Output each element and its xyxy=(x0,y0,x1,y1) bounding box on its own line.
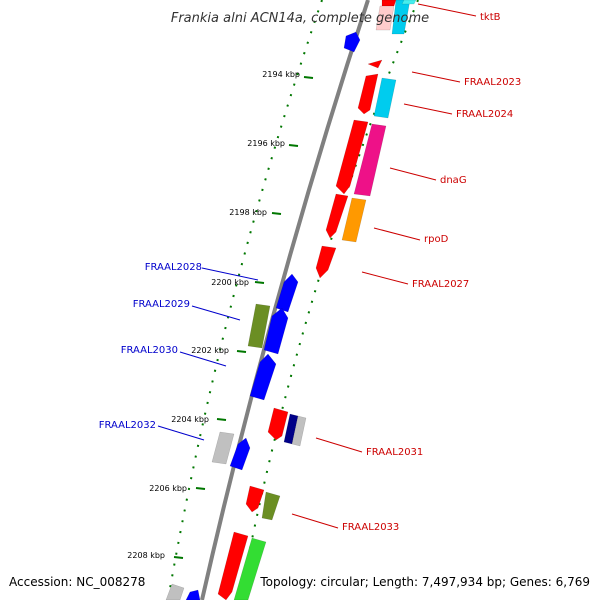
gene-FRAAL2032-blue xyxy=(229,437,251,471)
tick-label-2194: 2194 kbp xyxy=(262,70,300,79)
leader-FRAAL2033 xyxy=(291,513,339,529)
label-FRAAL2032: FRAAL2032 xyxy=(99,420,156,431)
gene-FRAAL2024 xyxy=(373,77,397,119)
gene-bottom-blue xyxy=(185,589,201,600)
tick-2204 xyxy=(216,418,227,421)
leader-FRAAL2032 xyxy=(157,425,205,441)
label-FRAAL2033: FRAAL2033 xyxy=(342,522,399,533)
leader-FRAAL2030 xyxy=(179,351,227,367)
gene-dnaG-magenta xyxy=(353,123,387,197)
leader-FRAAL2028 xyxy=(201,267,259,281)
tick-2198 xyxy=(271,212,282,215)
gene-FRAAL2031-red xyxy=(267,407,289,441)
gene-top-turquoise xyxy=(401,0,417,5)
gene-bottom-red xyxy=(217,531,249,600)
gene-small-red-arrow xyxy=(367,59,383,69)
leader-FRAAL2031 xyxy=(315,437,363,453)
gene-dnaG-red xyxy=(335,119,369,195)
gene-FRAAL2023 xyxy=(357,73,379,115)
backbone-ring xyxy=(200,0,370,600)
label-FRAAL2024: FRAAL2024 xyxy=(456,109,513,120)
tick-2208 xyxy=(173,556,184,559)
forward-leaders xyxy=(291,3,477,529)
tick-2196 xyxy=(288,144,299,147)
leader-tktB xyxy=(417,3,477,17)
label-dnaG: dnaG xyxy=(440,175,467,186)
gene-FRAAL2033-red xyxy=(245,485,265,513)
gene-FRAAL2027 xyxy=(315,245,337,279)
outer-dotted-ring xyxy=(239,0,419,600)
gene-FRAAL2031-gray xyxy=(291,415,307,447)
label-FRAAL2030: FRAAL2030 xyxy=(121,345,178,356)
leader-FRAAL2027 xyxy=(361,271,409,285)
tick-label-2206: 2206 kbp xyxy=(149,484,187,493)
footer-backdrop-right xyxy=(258,572,596,592)
gene-bottom-green xyxy=(233,537,267,600)
tick-2206 xyxy=(195,487,206,490)
label-tktB: tktB xyxy=(480,12,501,23)
gene-tktB-cyan xyxy=(391,0,411,35)
tick-label-2200: 2200 kbp xyxy=(211,278,249,287)
tick-label-2208: 2208 kbp xyxy=(127,551,165,560)
leader-FRAAL2023 xyxy=(411,71,461,83)
label-FRAAL2027: FRAAL2027 xyxy=(412,279,469,290)
footer-backdrop-left xyxy=(4,572,154,592)
inner-dotted-ring xyxy=(167,0,323,600)
leader-FRAAL2029 xyxy=(191,305,241,321)
label-FRAAL2031: FRAAL2031 xyxy=(366,447,423,458)
gene-FRAAL2029-olive xyxy=(247,303,271,349)
label-FRAAL2023: FRAAL2023 xyxy=(464,77,521,88)
tick-label-2204: 2204 kbp xyxy=(171,415,209,424)
gene-FRAAL2030 xyxy=(249,353,277,401)
tick-2194 xyxy=(303,76,314,79)
label-FRAAL2028: FRAAL2028 xyxy=(145,262,202,273)
tick-2202 xyxy=(236,350,247,353)
gene-rpoD-red xyxy=(325,193,349,239)
reverse-genes xyxy=(165,31,361,600)
accession-text: Accession: NC_008278 xyxy=(9,575,145,589)
label-FRAAL2029: FRAAL2029 xyxy=(133,299,190,310)
leader-rpoD xyxy=(373,227,421,241)
topology-text: Topology: circular; Length: 7,497,934 bp… xyxy=(259,575,590,589)
tick-label-2202: 2202 kbp xyxy=(191,346,229,355)
tick-marks xyxy=(173,76,314,559)
gene-tktB-pink xyxy=(375,5,395,31)
label-rpoD: rpoD xyxy=(424,234,449,245)
tick-label-2196: 2196 kbp xyxy=(247,139,285,148)
leader-dnaG xyxy=(389,167,437,181)
gene-blue-top xyxy=(343,31,361,53)
gene-rpoD-orange xyxy=(341,197,367,243)
gene-bottom-gray xyxy=(165,583,185,600)
gene-tktB-red xyxy=(381,0,397,7)
gene-FRAAL2028 xyxy=(275,273,299,313)
forward-genes xyxy=(217,0,417,600)
gene-FRAAL2033-olive xyxy=(261,491,281,521)
tick-label-2198: 2198 kbp xyxy=(229,208,267,217)
leader-FRAAL2024 xyxy=(403,103,453,115)
gene-FRAAL2032-gray xyxy=(211,431,235,465)
gene-FRAAL2029-blue xyxy=(263,307,289,355)
tick-2200 xyxy=(254,281,265,284)
reverse-leaders xyxy=(157,267,259,441)
map-title: Frankia alni ACN14a, complete genome xyxy=(171,11,429,26)
